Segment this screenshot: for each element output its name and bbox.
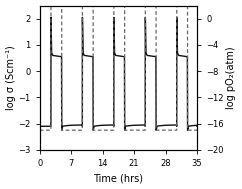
Y-axis label: log σ (Scm⁻¹): log σ (Scm⁻¹): [6, 45, 15, 110]
Y-axis label: log pO₂(atm): log pO₂(atm): [227, 46, 236, 109]
X-axis label: Time (hrs): Time (hrs): [93, 174, 143, 184]
